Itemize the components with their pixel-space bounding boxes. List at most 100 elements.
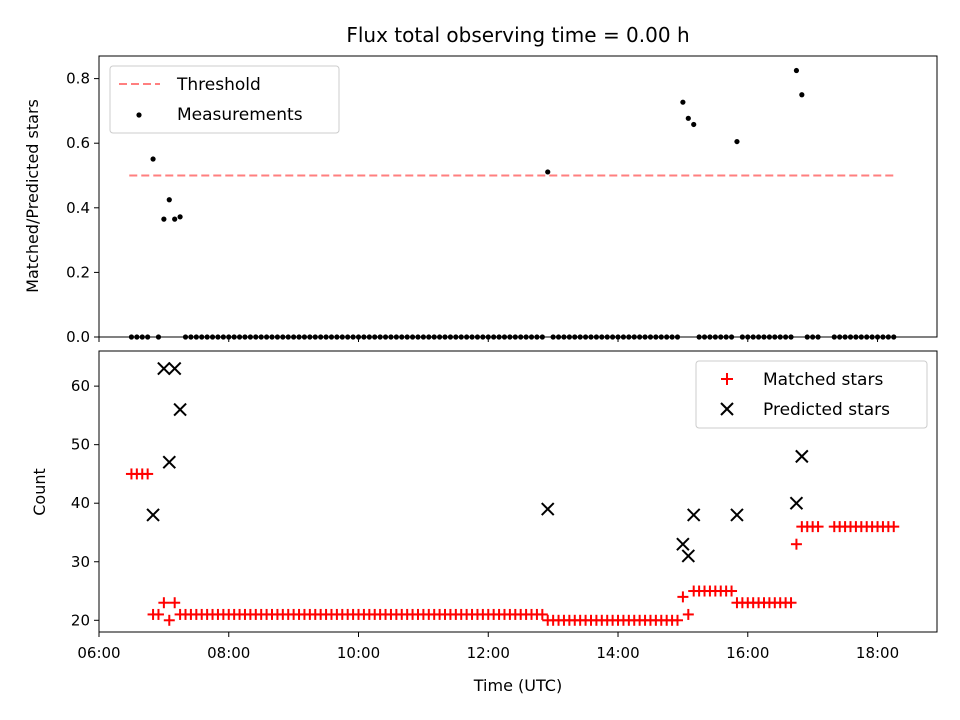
- measurement-point: [869, 334, 875, 340]
- measurement-point: [610, 334, 616, 340]
- measurement-point: [420, 334, 426, 340]
- measurement-point: [247, 334, 253, 340]
- measurement-point: [620, 334, 627, 340]
- measurement-point: [799, 92, 805, 98]
- legend-predicted-swatch: [720, 402, 734, 416]
- measurement-point: [388, 334, 394, 340]
- star-count-plot: 20 30 40 50 60 06:00 08:00 10:00 12:00 14:00 16:0…: [30, 350, 938, 695]
- measurement-point: [345, 334, 351, 340]
- measurement-point: [193, 334, 199, 340]
- measurement-point: [658, 334, 664, 340]
- measurement-point: [588, 334, 594, 340]
- measurement-point: [550, 334, 556, 340]
- matched-star-point: [536, 608, 548, 620]
- matched-star-point: [158, 597, 170, 609]
- measurement-point: [415, 334, 421, 340]
- measurement-point: [718, 334, 724, 340]
- top-legend: Threshold Measurements: [109, 65, 340, 134]
- matched-star-point: [671, 614, 683, 626]
- measurement-point: [761, 334, 767, 340]
- measurement-point: [891, 334, 897, 340]
- matched-star-point: [812, 521, 824, 533]
- top-plot-marks: [128, 67, 897, 340]
- measurement-point: [647, 334, 654, 340]
- bottom-legend-box: [695, 360, 928, 429]
- measurement-point: [334, 334, 340, 340]
- top-y-axis: 0.0 0.2 0.4 0.6 0.8: [66, 70, 99, 346]
- measurement-point: [155, 334, 162, 340]
- measurement-point: [258, 334, 264, 340]
- flux-ratio-plot: 0.00.20.40.60.8 Matched/Predicted stars …: [23, 55, 938, 346]
- measurement-point: [209, 334, 216, 340]
- x-tick-label: 06:00: [77, 644, 120, 662]
- measurement-point: [880, 334, 886, 340]
- measurement-point: [842, 334, 848, 340]
- chart-title: Flux total observing time = 0.00 h: [346, 23, 689, 47]
- bottom-y-tick-label: 60: [71, 377, 90, 395]
- predicted-star-point: [167, 361, 182, 376]
- measurement-point: [464, 334, 470, 340]
- measurement-point: [766, 334, 773, 340]
- predicted-star-point: [795, 449, 809, 464]
- measurement-point: [253, 334, 259, 340]
- top-y-tick-label: 0.6: [66, 134, 90, 152]
- measurement-point: [426, 334, 432, 340]
- predicted-star-point: [146, 508, 160, 522]
- predicted-star-point: [789, 496, 804, 510]
- bottom-y-tick-label: 50: [71, 436, 90, 454]
- measurement-point: [728, 334, 735, 340]
- measurement-point: [804, 334, 810, 340]
- measurement-point: [236, 334, 243, 340]
- measurement-point: [604, 334, 610, 340]
- predicted-star-point: [541, 502, 555, 516]
- measurement-point: [242, 334, 248, 340]
- measurement-point: [274, 334, 281, 340]
- measurement-point: [734, 138, 740, 145]
- predicted-star-point: [730, 508, 744, 522]
- x-tick-label: 18:00: [856, 644, 899, 662]
- measurement-point: [707, 334, 713, 340]
- predicted-star-point: [687, 508, 701, 522]
- measurement-point: [674, 334, 681, 340]
- legend-matched-label: Matched stars: [763, 370, 883, 390]
- measurement-point: [577, 334, 583, 340]
- measurement-point: [837, 334, 843, 340]
- x-tick-label: 12:00: [467, 644, 510, 662]
- measurement-point: [458, 334, 464, 340]
- measurement-point: [231, 334, 237, 340]
- measurement-point: [264, 334, 270, 340]
- top-y-tick-label: 0.8: [66, 70, 90, 88]
- measurement-point: [685, 115, 691, 121]
- measurement-point: [858, 334, 864, 340]
- measurement-point: [512, 334, 518, 340]
- measurement-point: [745, 334, 751, 340]
- measurement-point: [750, 334, 756, 340]
- measurement-point: [328, 334, 335, 340]
- measurement-point: [350, 334, 356, 340]
- predicted-star-point: [681, 549, 696, 563]
- predicted-star-point: [157, 361, 171, 376]
- measurement-point: [847, 334, 854, 340]
- measurement-point: [215, 334, 221, 340]
- measurement-point: [555, 334, 562, 340]
- measurement-point: [409, 334, 416, 340]
- measurement-point: [793, 67, 800, 74]
- measurement-point: [469, 334, 475, 340]
- matched-star-point: [785, 597, 797, 609]
- measurement-point: [280, 334, 286, 340]
- measurement-point: [701, 334, 708, 340]
- measurement-point: [139, 334, 145, 340]
- measurement-point: [366, 334, 372, 340]
- measurement-point: [783, 334, 789, 340]
- measurement-point: [382, 334, 389, 340]
- measurement-point: [523, 334, 529, 340]
- measurement-point: [853, 334, 859, 340]
- measurement-point: [485, 334, 491, 340]
- measurement-point: [518, 334, 524, 340]
- measurement-point: [453, 334, 459, 340]
- measurement-point: [474, 334, 481, 340]
- measurement-point: [815, 334, 821, 340]
- measurement-point: [442, 334, 448, 340]
- measurement-point: [712, 334, 718, 340]
